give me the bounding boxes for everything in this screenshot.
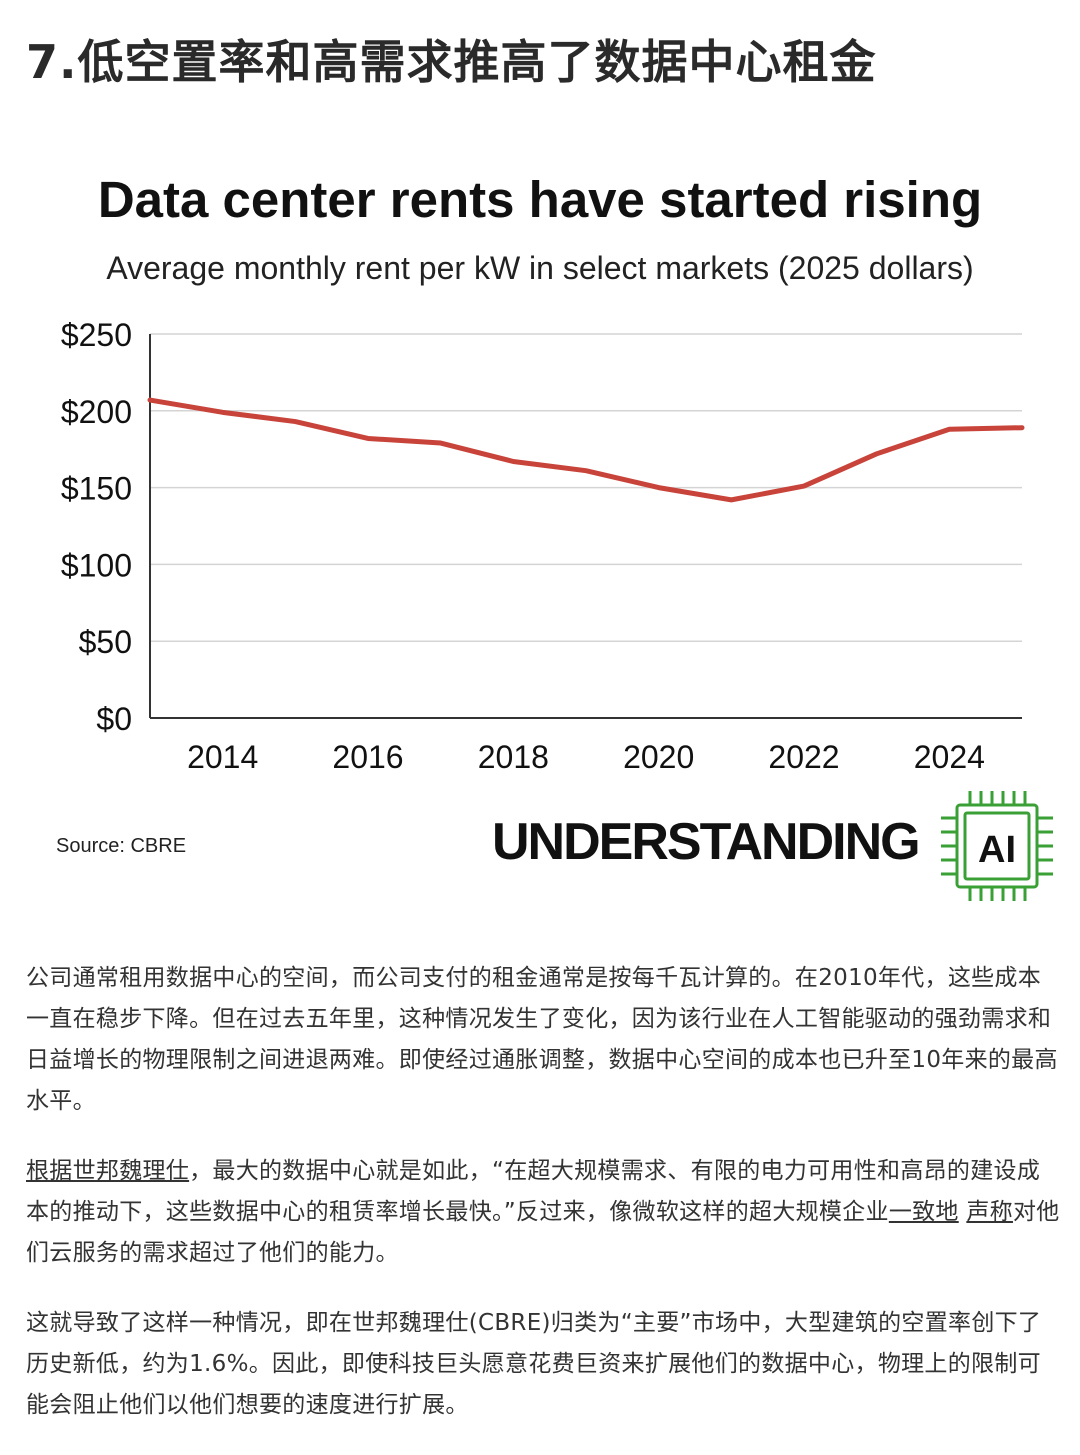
- y-tick-label: $50: [79, 624, 132, 660]
- article-paragraph-1: 公司通常租用数据中心的空间，而公司支付的租金通常是按每千瓦计算的。在2010年代…: [26, 965, 1058, 1114]
- x-tick-label: 2016: [332, 739, 403, 775]
- page-heading: 7.低空置率和高需求推高了数据中心租金: [26, 35, 877, 89]
- x-tick-label: 2022: [768, 739, 839, 775]
- y-tick-label: $200: [61, 394, 132, 430]
- line-chart: $0$50$100$150$200$250 2014 2016 2018 2020 20…: [61, 317, 1025, 775]
- chip-icon: AI: [941, 791, 1053, 901]
- grid-lines: [150, 333, 1022, 642]
- cbre-link[interactable]: 根据世邦魏理仕: [26, 1158, 190, 1184]
- claimed-link[interactable]: 声称: [966, 1199, 1013, 1225]
- y-tick-label: $100: [61, 547, 132, 583]
- series: [147, 397, 1025, 503]
- x-tick-labels: 2014 2016 2018 2020 2022 2024: [187, 739, 985, 775]
- consistently-link[interactable]: 一致地: [888, 1199, 959, 1225]
- x-tick-label: 2020: [623, 739, 694, 775]
- chart-title: Data center rents have started rising: [97, 171, 983, 228]
- paragraph-2-text-1: ，最大的数据中心就是如此，“在超大规模需求、有限的电力可用性和高昂的建设成本的推…: [26, 1158, 1041, 1225]
- paragraph-2-text-2: 对他们云服务的需求超过了他们的能力。: [26, 1199, 1060, 1266]
- chart-source: Source: CBRE: [56, 835, 187, 857]
- y-tick-labels: $0 $50 $100 $150 $200 $250: [61, 317, 132, 737]
- y-tick-label: $0: [96, 701, 132, 737]
- article-paragraph-2: 根据世邦魏理仕，最大的数据中心就是如此，“在超大规模需求、有限的电力可用性和高昂…: [26, 1151, 1060, 1274]
- article-body: 公司通常租用数据中心的空间，而公司支付的租金通常是按每千瓦计算的。在2010年代…: [26, 958, 1060, 1455]
- article-paragraph-3: 这就导致了这样一种情况，即在世邦魏理仕(CBRE)归类为“主要”市场中，大型建筑…: [26, 1310, 1042, 1418]
- x-tick-label: 2014: [187, 739, 258, 775]
- y-tick-label: $250: [61, 317, 132, 353]
- brand-badge: AI: [978, 829, 1016, 871]
- brand-wordmark: UNDERSTANDING: [492, 813, 921, 871]
- axes: [149, 334, 1022, 719]
- x-tick-label: 2018: [478, 739, 549, 775]
- series-line: [147, 397, 1025, 503]
- chart-subtitle: Average monthly rent per kW in select ma…: [106, 250, 974, 286]
- y-tick-label: $150: [61, 471, 132, 507]
- x-tick-label: 2024: [914, 739, 985, 775]
